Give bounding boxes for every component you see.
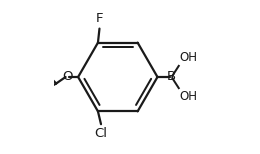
Text: O: O <box>62 71 73 83</box>
Text: Cl: Cl <box>94 127 107 140</box>
Text: B: B <box>167 71 176 83</box>
Text: OH: OH <box>180 51 198 64</box>
Text: F: F <box>96 12 103 25</box>
Text: OH: OH <box>180 90 198 103</box>
